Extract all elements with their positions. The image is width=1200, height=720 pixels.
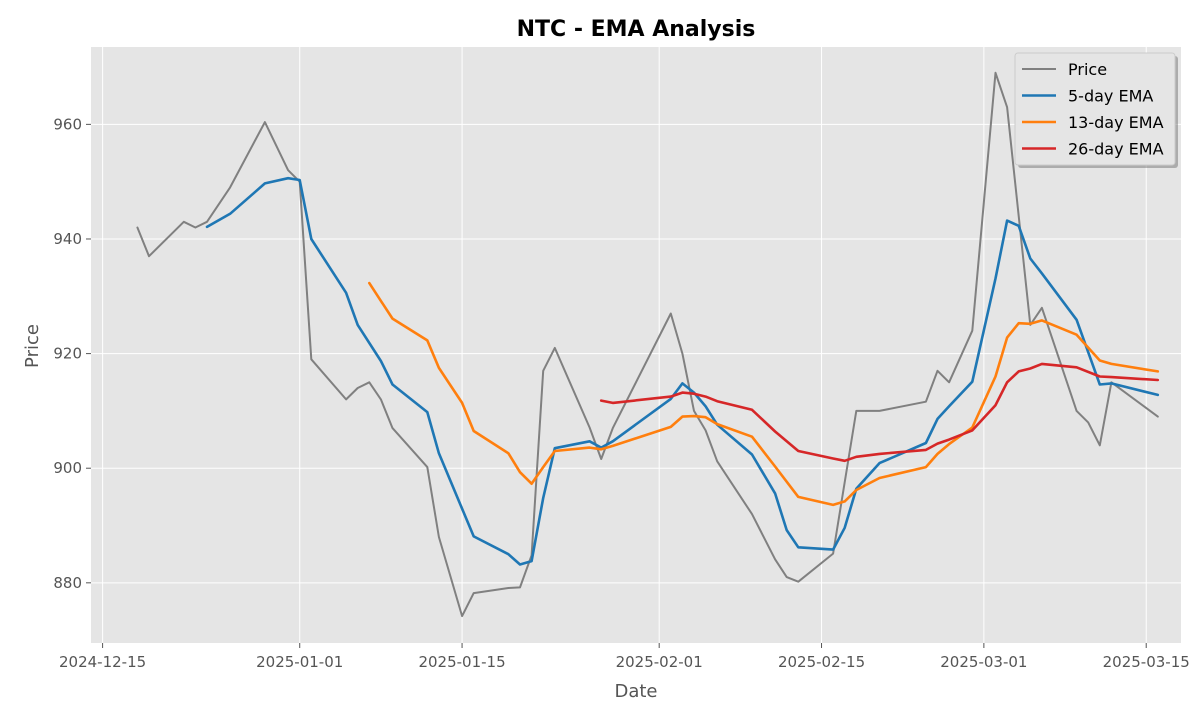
x-tick-label: 2025-03-01 (940, 653, 1027, 671)
x-tick-label: 2025-01-15 (418, 653, 505, 671)
legend-label-13-day-ema: 13-day EMA (1068, 113, 1164, 132)
grid-lines (91, 47, 1181, 643)
x-axis-label: Date (614, 681, 657, 702)
chart-title: NTC - EMA Analysis (517, 17, 756, 42)
x-tick-label: 2025-02-15 (778, 653, 865, 671)
series-lines (136, 71, 1160, 618)
y-tick-label: 900 (53, 459, 82, 477)
legend: Price 5-day EMA 13-day EMA 26-day EMA (1014, 52, 1178, 168)
y-tick-label: 940 (53, 230, 82, 248)
x-tick-label: 2025-01-01 (256, 653, 343, 671)
x-axis-ticks: 2024-12-15 2025-01-01 2025-01-15 2025-02-01… (59, 643, 1190, 671)
legend-box (1014, 52, 1176, 166)
legend-label-5-day-ema: 5-day EMA (1068, 87, 1153, 106)
plot-area (91, 47, 1181, 643)
y-tick-label: 920 (53, 345, 82, 363)
legend-label-26-day-ema: 26-day EMA (1068, 140, 1164, 159)
y-tick-label: 880 (53, 574, 82, 592)
y-tick-label: 960 (53, 115, 82, 133)
26-day-ema-line (599, 362, 1160, 463)
x-tick-label: 2024-12-15 (59, 653, 146, 671)
13-day-ema-line (367, 281, 1160, 507)
y-axis-ticks: 880 900 920 940 960 (53, 115, 91, 592)
x-tick-label: 2025-03-15 (1103, 653, 1190, 671)
x-tick-label: 2025-02-01 (616, 653, 703, 671)
legend-items: Price 5-day EMA 13-day EMA 26-day EMA (1022, 60, 1164, 159)
y-axis-label: Price (22, 324, 43, 368)
legend-label-price: Price (1068, 60, 1107, 79)
